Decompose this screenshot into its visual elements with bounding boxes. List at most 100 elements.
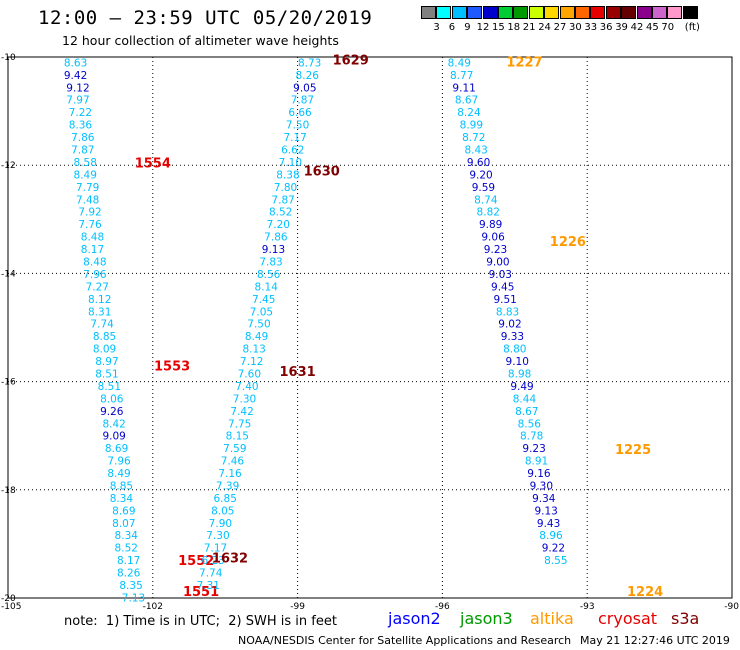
wave-height-label: 8.49 bbox=[107, 468, 130, 480]
wave-height-label: 8.82 bbox=[477, 207, 500, 219]
wave-height-label: 9.26 bbox=[100, 406, 124, 418]
scale-label: 3 bbox=[433, 22, 440, 33]
wave-height-label: 8.38 bbox=[276, 169, 299, 181]
scale-label: 42 bbox=[630, 22, 644, 33]
legend-jason3: jason3 bbox=[460, 609, 513, 628]
wave-height-label: 9.43 bbox=[537, 518, 560, 530]
orbit-number-label: 1224 bbox=[627, 585, 663, 600]
scale-label: 15 bbox=[492, 22, 505, 33]
wave-height-label: 8.58 bbox=[74, 157, 97, 169]
legend-altika: altika bbox=[530, 609, 574, 628]
wave-height-label: 9.16 bbox=[527, 468, 551, 480]
scale-label: 18 bbox=[507, 22, 521, 33]
wave-height-label: 9.13 bbox=[534, 505, 557, 517]
wave-height-label: 8.55 bbox=[544, 555, 567, 567]
wave-height-label: 9.05 bbox=[293, 82, 316, 94]
wave-height-label: 8.13 bbox=[242, 344, 265, 356]
wave-height-label: 8.97 bbox=[95, 356, 118, 368]
wave-height-label: 8.34 bbox=[115, 530, 139, 542]
wave-height-label: 8.17 bbox=[81, 244, 104, 256]
wave-height-label: 6.23 bbox=[201, 555, 224, 567]
wave-height-label: 7.83 bbox=[259, 256, 282, 268]
scale-swatch bbox=[667, 6, 683, 19]
x-tick-label: -96 bbox=[435, 602, 450, 612]
scale-label: 33 bbox=[584, 22, 598, 33]
wave-height-label: 8.91 bbox=[525, 456, 548, 468]
wave-height-label: 9.13 bbox=[262, 244, 285, 256]
y-tick-label: -18 bbox=[1, 486, 16, 496]
wave-height-label: 9.12 bbox=[66, 82, 89, 94]
y-tick-label: -14 bbox=[1, 269, 16, 279]
x-tick-label: -102 bbox=[143, 602, 163, 612]
wave-height-label: 8.43 bbox=[464, 145, 487, 157]
wave-height-label: 8.51 bbox=[98, 381, 121, 393]
wave-height-label: 7.74 bbox=[199, 568, 223, 580]
footer-note: note: 1) Time is in UTC; 2) SWH is in fe… bbox=[64, 614, 337, 629]
y-tick-label: -20 bbox=[1, 594, 16, 604]
wave-height-label: 8.99 bbox=[460, 120, 483, 132]
x-tick-label: -105 bbox=[1, 602, 21, 612]
wave-height-label: 8.67 bbox=[515, 406, 538, 418]
wave-height-label: 9.30 bbox=[530, 480, 553, 492]
scale-label: 30 bbox=[569, 22, 582, 33]
wave-height-label: 7.79 bbox=[76, 182, 99, 194]
scale-swatch bbox=[498, 6, 513, 19]
wave-height-label: 9.34 bbox=[532, 493, 556, 505]
wave-height-label: 8.98 bbox=[508, 368, 531, 380]
y-tick-label: -10 bbox=[1, 53, 16, 63]
wave-height-label: 7.48 bbox=[76, 194, 99, 206]
wave-height-label: 7.90 bbox=[209, 518, 232, 530]
scale-swatch bbox=[682, 6, 698, 19]
wave-height-label: 9.60 bbox=[467, 157, 490, 169]
wave-height-label: 9.22 bbox=[542, 543, 565, 555]
wave-height-label: 8.49 bbox=[74, 169, 97, 181]
wave-height-label: 8.72 bbox=[462, 132, 485, 144]
orbit-number-label: 1553 bbox=[154, 359, 190, 374]
wave-height-label: 6.85 bbox=[214, 493, 237, 505]
wave-height-label: 8.48 bbox=[81, 232, 104, 244]
wave-height-label: 8.77 bbox=[450, 70, 473, 82]
scale-swatch bbox=[652, 6, 667, 19]
wave-height-label: 8.78 bbox=[520, 431, 543, 443]
scale-swatch bbox=[590, 6, 606, 19]
legend-jason2: jason2 bbox=[388, 609, 441, 628]
chart-subtitle: 12 hour collection of altimeter wave hei… bbox=[62, 33, 339, 48]
wave-height-label: 6.66 bbox=[288, 107, 312, 119]
orbit-number-label: 1227 bbox=[506, 55, 542, 70]
wave-height-label: 8.63 bbox=[64, 57, 87, 69]
wave-height-label: 8.12 bbox=[88, 294, 111, 306]
wave-height-label: 8.49 bbox=[245, 331, 268, 343]
wave-height-label: 8.49 bbox=[448, 57, 471, 69]
orbit-number-label: 1631 bbox=[280, 365, 316, 380]
wave-height-label: 7.80 bbox=[274, 182, 297, 194]
y-tick-label: -12 bbox=[1, 161, 16, 171]
wave-height-label: 8.15 bbox=[226, 431, 249, 443]
wave-height-label: 7.59 bbox=[223, 443, 246, 455]
wave-height-label: 7.60 bbox=[238, 368, 261, 380]
wave-height-label: 9.10 bbox=[506, 356, 529, 368]
wave-height-label: 8.67 bbox=[455, 95, 478, 107]
wave-height-label: 9.59 bbox=[472, 182, 495, 194]
scale-label: 27 bbox=[553, 22, 567, 33]
wave-height-label: 9.33 bbox=[501, 331, 524, 343]
scale-swatch bbox=[559, 6, 575, 19]
wave-height-label: 7.96 bbox=[83, 269, 107, 281]
wave-height-label: 7.31 bbox=[197, 580, 220, 592]
wave-height-label: 7.30 bbox=[206, 530, 229, 542]
scale-label: 70 bbox=[661, 22, 675, 33]
scale-swatch bbox=[513, 6, 529, 19]
wave-height-label: 9.42 bbox=[64, 70, 87, 82]
wave-height-label: 7.87 bbox=[271, 194, 294, 206]
wave-height-label: 8.85 bbox=[93, 331, 116, 343]
chart-title: 12:00 — 23:59 UTC 05/20/2019 bbox=[38, 7, 373, 29]
wave-height-label: 7.46 bbox=[221, 456, 245, 468]
wave-height-label: 8.42 bbox=[102, 418, 125, 430]
x-tick-label: -90 bbox=[724, 602, 739, 612]
wave-height-label: 8.56 bbox=[257, 269, 281, 281]
orbit-number-label: 1632 bbox=[212, 551, 248, 566]
wave-height-label: 8.80 bbox=[503, 344, 526, 356]
wave-height-label: 9.23 bbox=[522, 443, 545, 455]
wave-height-label: 8.69 bbox=[112, 505, 135, 517]
